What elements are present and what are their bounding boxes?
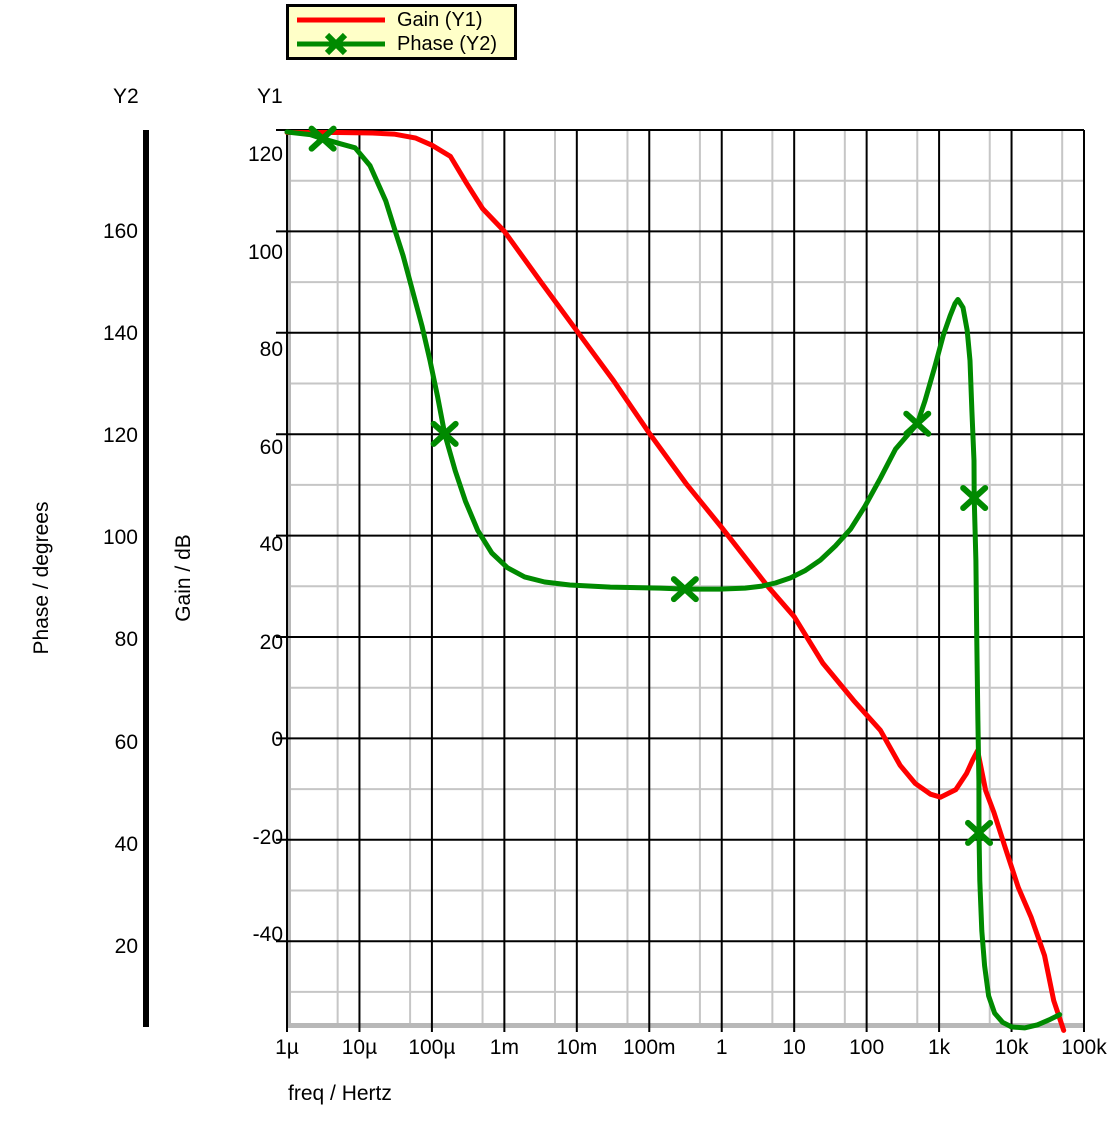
phase-x-marker — [670, 576, 699, 603]
y2-tick-label: 140 — [102, 322, 138, 346]
legend-item-gain: Gain (Y1) — [293, 8, 512, 32]
phase-line-swatch — [297, 32, 385, 56]
x-tick-label: 10 — [782, 1036, 806, 1059]
y1-axis-header: Y1 — [257, 85, 283, 108]
gain-line-swatch — [297, 17, 385, 23]
x-tick-label: 10m — [556, 1036, 598, 1059]
x-axis-title: freq / Hertz — [288, 1082, 392, 1105]
y2-tick-label: 60 — [114, 730, 138, 754]
y1-tick-label: 80 — [259, 338, 283, 361]
x-tick-label: 100k — [1061, 1036, 1107, 1059]
x-tick-label: 1µ — [275, 1036, 299, 1059]
y1-tick-label: -20 — [252, 825, 283, 849]
y2-tick-label: 40 — [114, 832, 138, 856]
y2-tick-label: 80 — [114, 628, 138, 652]
y1-tick-label: 60 — [259, 435, 283, 459]
phase-x-marker — [430, 420, 459, 447]
phase-x-marker — [960, 485, 989, 512]
y2-axis-header: Y2 — [113, 85, 139, 108]
legend-box: Gain (Y1) Phase (Y2) — [286, 4, 517, 60]
y1-axis-spine — [286, 130, 291, 1027]
x-tick-label: 100µ — [408, 1036, 456, 1059]
y1-tick-label: -40 — [252, 923, 283, 946]
y1-tick-label: 40 — [259, 533, 283, 556]
phase-x-marker — [903, 410, 932, 437]
y1-axis-title: Gain / dB — [172, 534, 195, 622]
y2-tick-label: 100 — [102, 526, 138, 550]
x-tick-label: 10k — [994, 1036, 1029, 1059]
phase-curve — [284, 129, 1063, 1031]
y2-tick-label: 120 — [102, 424, 138, 448]
phase-x-marker — [965, 819, 994, 846]
y2-tick-label: 20 — [114, 934, 138, 958]
x-axis-spine — [286, 1023, 1085, 1028]
x-tick-label: 10µ — [341, 1036, 378, 1059]
y1-tick-label: 120 — [247, 143, 283, 166]
x-tick-label: 100m — [623, 1036, 676, 1059]
y1-tick-label: 0 — [271, 728, 283, 751]
x-tick-label: 1m — [489, 1036, 519, 1059]
y2-axis-title: Phase / degrees — [30, 501, 53, 655]
y1-tick-label: 20 — [259, 630, 283, 654]
gain-curve — [284, 130, 1067, 1033]
y2-tick-label: 160 — [102, 220, 138, 243]
legend-label-phase: Phase (Y2) — [397, 32, 498, 55]
legend-label-gain: Gain (Y1) — [397, 8, 483, 31]
x-tick-label: 1k — [927, 1036, 951, 1059]
x-tick-label: 1 — [715, 1036, 728, 1059]
legend-item-phase: Phase (Y2) — [293, 32, 512, 56]
y2-axis-bar — [143, 130, 149, 1027]
x-tick-label: 100 — [849, 1036, 885, 1059]
phase-x-marker — [308, 125, 337, 152]
y1-tick-label: 100 — [247, 240, 283, 264]
